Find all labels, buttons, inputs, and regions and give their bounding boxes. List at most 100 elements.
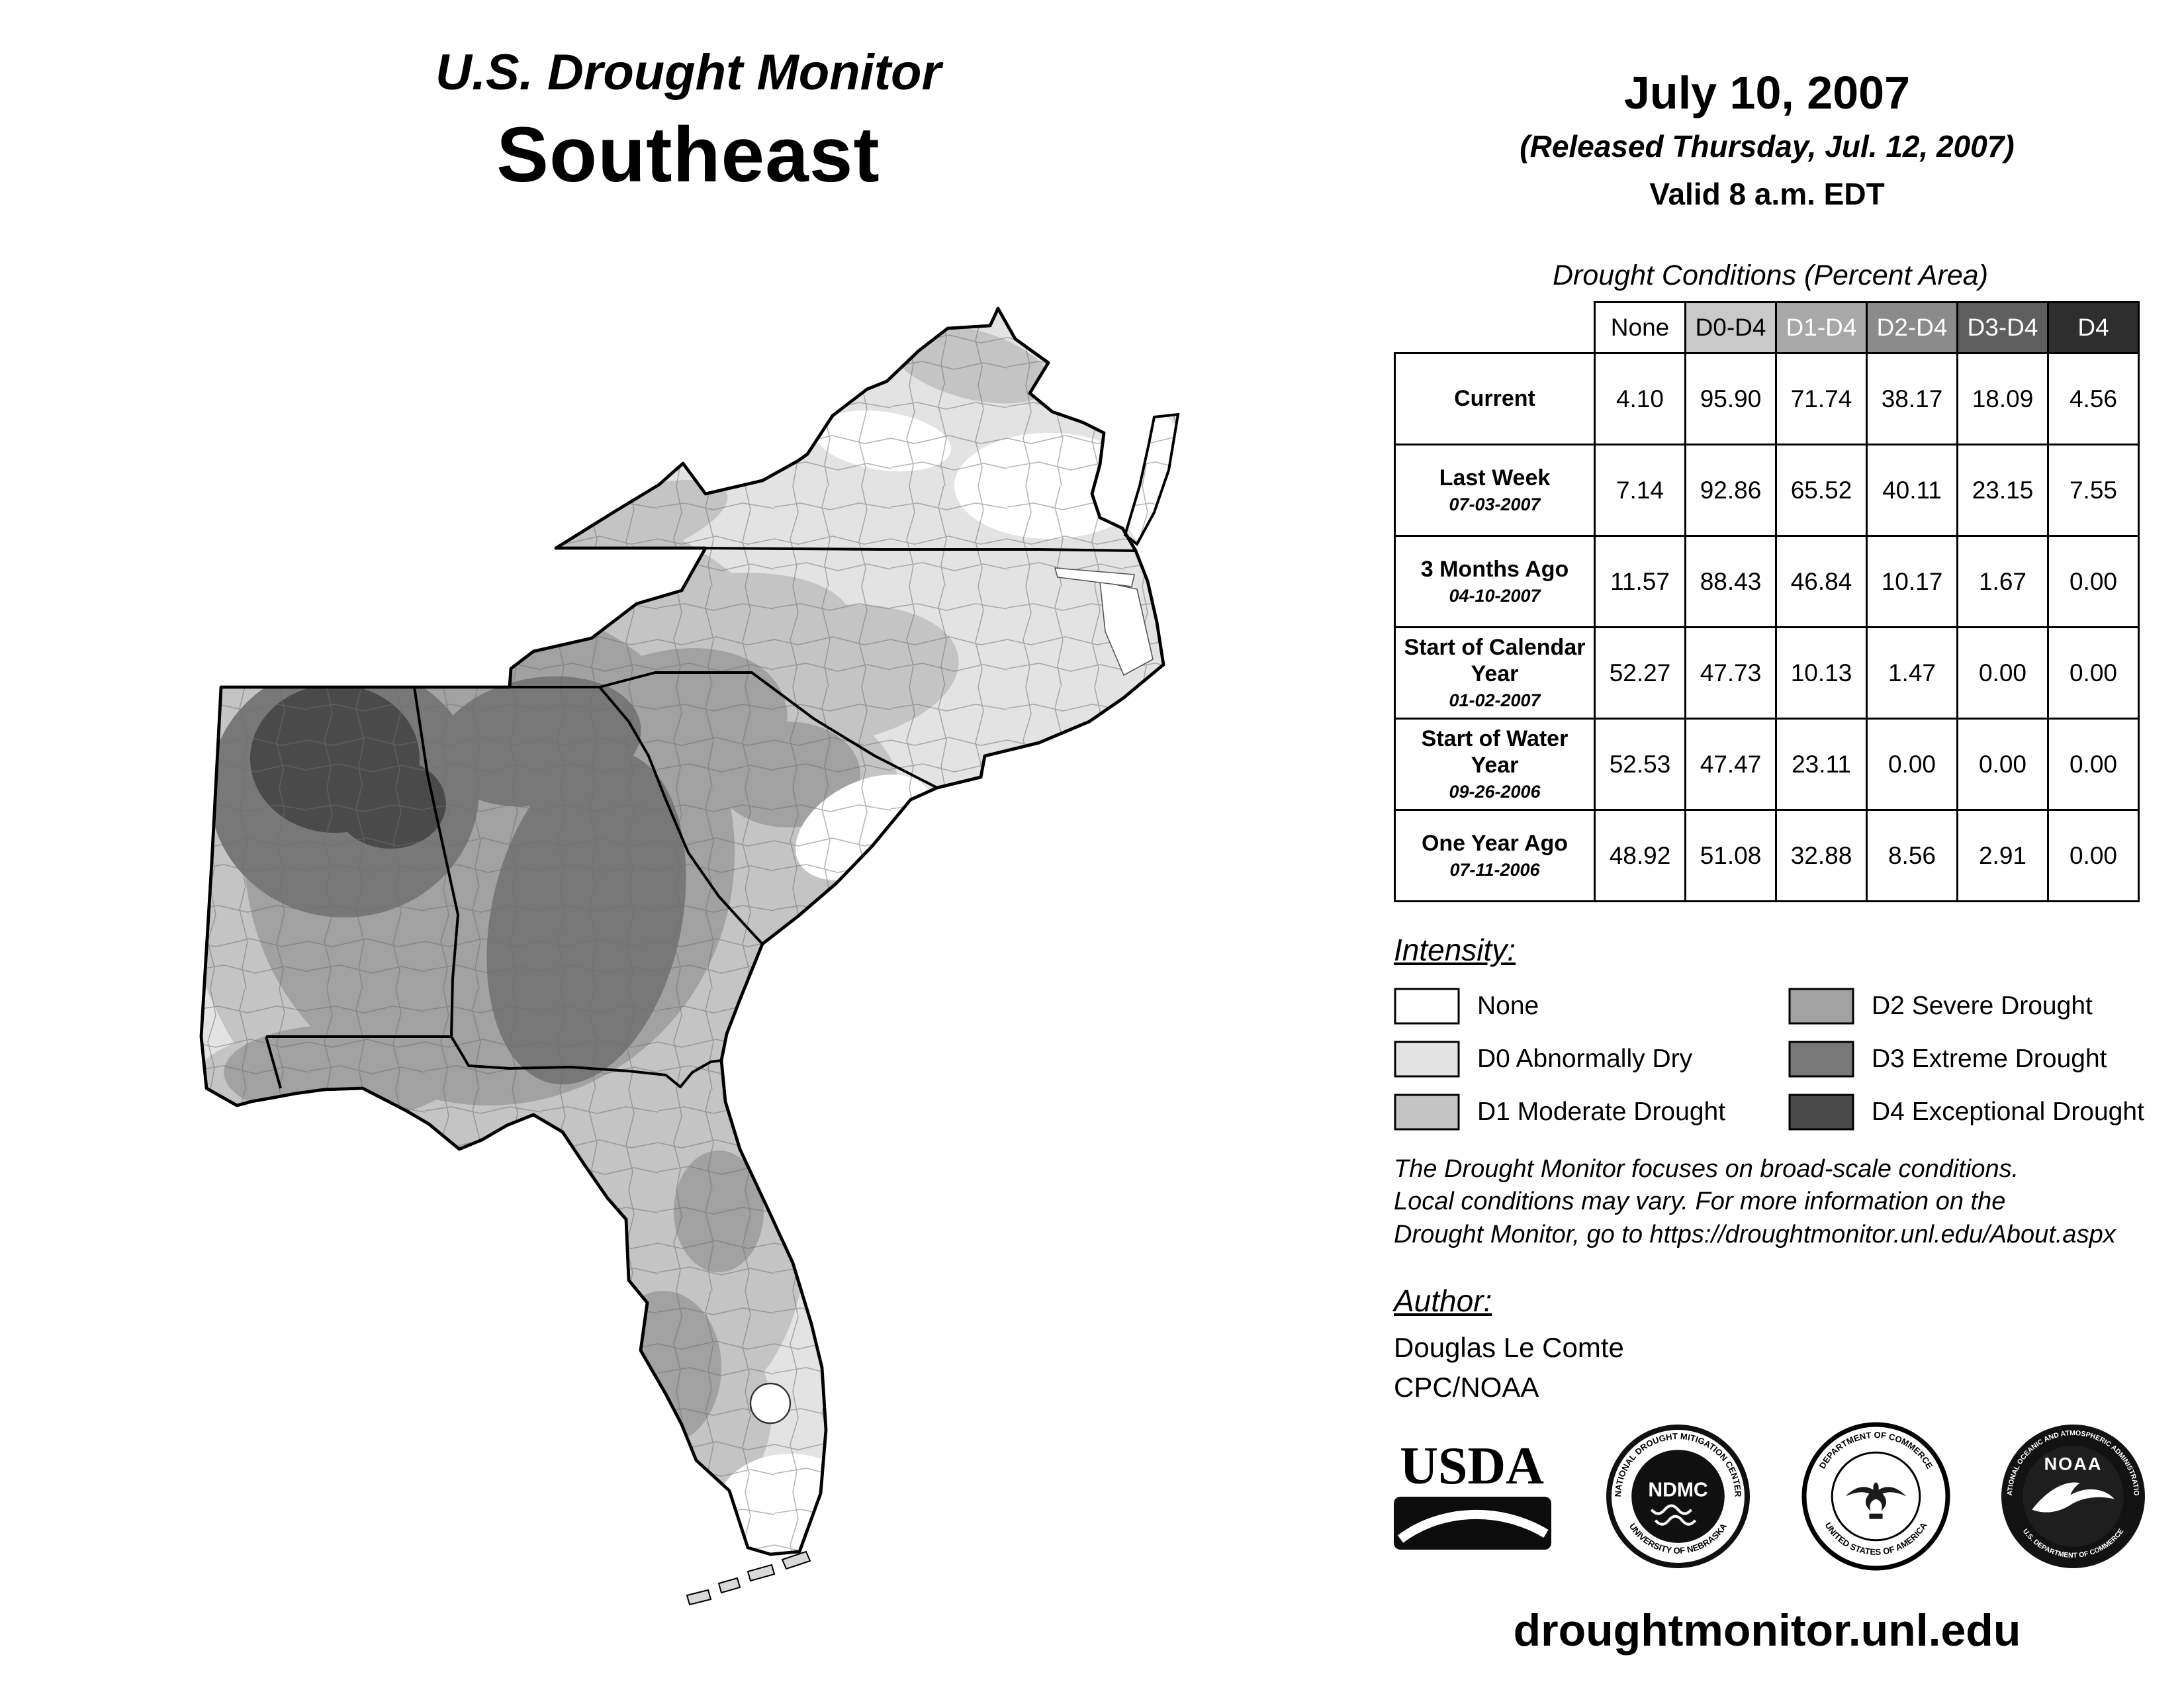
wave-icon xyxy=(1651,1504,1693,1515)
value-cell: 47.73 xyxy=(1684,626,1777,720)
commerce-seal: DEPARTMENT OF COMMERCE UNITED STATES OF … xyxy=(1801,1422,1950,1571)
value-cell: 1.47 xyxy=(1866,626,1958,720)
row-label-text: Start of Water Year xyxy=(1421,726,1569,778)
table-row: Start of Calendar Year 01-02-2007 52.27 … xyxy=(1394,626,2140,720)
legend-column-right: D2 Severe Drought D3 Extreme Drought D4 … xyxy=(1788,988,2144,1131)
value-cell: 2.91 xyxy=(1956,809,2049,902)
value-cell: 92.86 xyxy=(1684,444,1777,537)
ndmc-logo: NATIONAL DROUGHT MITIGATION CENTER UNIVE… xyxy=(1606,1425,1751,1568)
color-swatch-d2 xyxy=(1788,988,1854,1025)
value-cell: 0.00 xyxy=(1866,718,1958,811)
lake-okeechobee xyxy=(749,1382,792,1425)
table-row: 3 Months Ago 04-10-2007 11.57 88.43 46.8… xyxy=(1394,535,2140,628)
table-title: Drought Conditions (Percent Area) xyxy=(1552,259,1989,291)
legend-item-d1: D1 Moderate Drought xyxy=(1394,1094,1788,1131)
noaa-logo: NATIONAL OCEANIC AND ATMOSPHERIC ADMINIS… xyxy=(2001,1425,2145,1568)
drought-map-svg xyxy=(199,306,1180,1606)
row-label: Last Week 07-03-2007 xyxy=(1394,444,1596,537)
value-cell: 4.56 xyxy=(2047,352,2140,445)
drought-conditions-table: None D0-D4 D1-D4 D2-D4 D3-D4 D4 Current … xyxy=(1394,301,2140,902)
program-title: U.S. Drought Monitor xyxy=(435,44,942,101)
county-lines xyxy=(201,308,1178,1554)
row-label-date: 01-02-2007 xyxy=(1449,690,1541,710)
drought-layers xyxy=(201,308,1178,1554)
legend-label: D0 Abnormally Dry xyxy=(1477,1045,1693,1073)
color-swatch-d3 xyxy=(1788,1041,1854,1078)
seagull-icon xyxy=(2032,1482,2115,1513)
value-cell: 0.00 xyxy=(1956,626,2049,720)
region-outline xyxy=(199,306,1165,1556)
florida-keys xyxy=(686,1550,811,1606)
col-header-none: None xyxy=(1594,301,1686,354)
value-cell: 47.47 xyxy=(1684,718,1777,811)
legend-label: None xyxy=(1477,992,1539,1020)
legend-label: D2 Severe Drought xyxy=(1872,992,2093,1020)
value-cell: 7.55 xyxy=(2047,444,2140,537)
logo-row: USDA NATIONAL DROUGHT MITIGATION CENTER … xyxy=(1390,1422,2148,1571)
right-header: July 10, 2007 (Released Thursday, Jul. 1… xyxy=(1383,66,2151,212)
value-cell: 52.53 xyxy=(1594,718,1686,811)
legend-item-d4: D4 Exceptional Drought xyxy=(1788,1094,2144,1131)
drought-map xyxy=(192,285,1185,1628)
value-cell: 0.00 xyxy=(2047,535,2140,628)
legend-item-d0: D0 Abnormally Dry xyxy=(1394,1041,1788,1078)
value-cell: 38.17 xyxy=(1866,352,1958,445)
state-borders xyxy=(265,547,1136,1089)
row-label-date: 09-26-2006 xyxy=(1449,781,1541,802)
row-label-date: 04-10-2007 xyxy=(1449,586,1541,606)
usda-logo-text: USDA xyxy=(1400,1437,1544,1495)
ndmc-center-text: NDMC xyxy=(1649,1479,1708,1501)
noaa-center-text: NOAA xyxy=(2044,1453,2103,1474)
value-cell: 7.14 xyxy=(1594,444,1686,537)
value-cell: 0.00 xyxy=(1956,718,2049,811)
region-title: Southeast xyxy=(496,111,880,199)
wave-icon xyxy=(1655,1515,1697,1526)
value-cell: 88.43 xyxy=(1684,535,1777,628)
row-label: Current xyxy=(1394,352,1596,445)
color-swatch-d4 xyxy=(1788,1094,1854,1131)
value-cell: 52.27 xyxy=(1594,626,1686,720)
value-cell: 8.56 xyxy=(1866,809,1958,902)
row-label: Start of Water Year 09-26-2006 xyxy=(1394,718,1596,811)
eagle-icon xyxy=(1844,1482,1907,1511)
row-label-text: 3 Months Ago xyxy=(1420,556,1569,582)
value-cell: 0.00 xyxy=(2047,626,2140,720)
usda-logo: USDA xyxy=(1394,1437,1551,1550)
footer-url: droughtmonitor.unl.edu xyxy=(1513,1605,2021,1656)
table-row: One Year Ago 07-11-2006 48.92 51.08 32.8… xyxy=(1394,809,2140,902)
row-label-date: 07-03-2007 xyxy=(1449,494,1541,515)
col-header-d2d4: D2-D4 xyxy=(1866,301,1958,354)
table-header-row: None D0-D4 D1-D4 D2-D4 D3-D4 D4 xyxy=(1394,301,2140,354)
value-cell: 32.88 xyxy=(1775,809,1868,902)
released-note: (Released Thursday, Jul. 12, 2007) xyxy=(1520,129,2015,164)
author-name: Douglas Le Comte xyxy=(1394,1332,1624,1363)
disclaimer-line: The Drought Monitor focuses on broad-sca… xyxy=(1394,1155,2019,1183)
value-cell: 40.11 xyxy=(1866,444,1958,537)
author-title: Author: xyxy=(1394,1284,1492,1318)
col-header-d1d4: D1-D4 xyxy=(1775,301,1868,354)
col-header-d3d4: D3-D4 xyxy=(1956,301,2049,354)
intensity-legend: None D0 Abnormally Dry D1 Moderate Droug… xyxy=(1394,988,2148,1131)
value-cell: 51.08 xyxy=(1684,809,1777,902)
value-cell: 23.15 xyxy=(1956,444,2049,537)
row-label: Start of Calendar Year 01-02-2007 xyxy=(1394,626,1596,720)
legend-label: D1 Moderate Drought xyxy=(1477,1098,1726,1126)
legend-item-none: None xyxy=(1394,988,1788,1025)
color-swatch-d0 xyxy=(1394,1041,1460,1078)
color-swatch-none xyxy=(1394,988,1460,1025)
row-label: 3 Months Ago 04-10-2007 xyxy=(1394,535,1596,628)
corner-cell xyxy=(1394,302,1595,353)
legend-label: D4 Exceptional Drought xyxy=(1872,1098,2144,1126)
value-cell: 65.52 xyxy=(1775,444,1868,537)
disclaimer-line: Local conditions may vary. For more info… xyxy=(1394,1188,2006,1216)
value-cell: 4.10 xyxy=(1594,352,1686,445)
value-cell: 23.11 xyxy=(1775,718,1868,811)
value-cell: 11.57 xyxy=(1594,535,1686,628)
value-cell: 95.90 xyxy=(1684,352,1777,445)
value-cell: 10.17 xyxy=(1866,535,1958,628)
col-header-d0d4: D0-D4 xyxy=(1684,301,1777,354)
table-row: Last Week 07-03-2007 7.14 92.86 65.52 40… xyxy=(1394,444,2140,537)
legend-label: D3 Extreme Drought xyxy=(1872,1045,2107,1073)
value-cell: 1.67 xyxy=(1956,535,2049,628)
